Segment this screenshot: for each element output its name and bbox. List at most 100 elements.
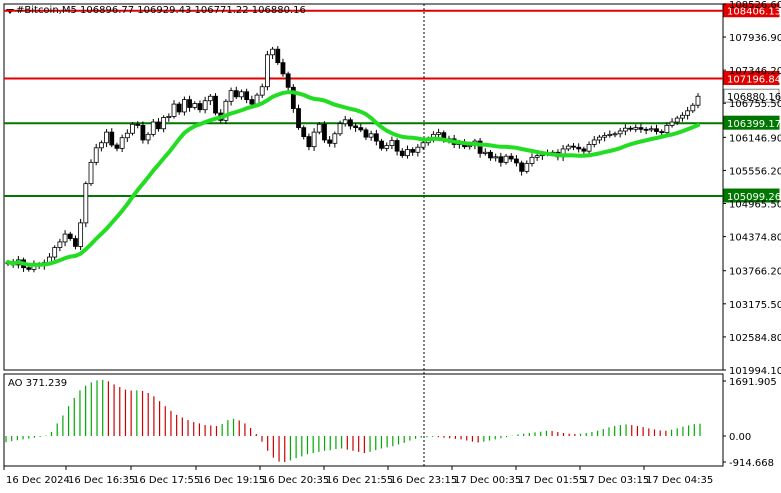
candle-body bbox=[482, 151, 488, 154]
moving-average-line bbox=[6, 90, 700, 267]
candle-body bbox=[394, 140, 400, 152]
y-tick-label: 108526.60 bbox=[729, 0, 781, 11]
y-tick-label: 103766.20 bbox=[729, 267, 781, 278]
candle-body bbox=[498, 156, 504, 163]
candle-body bbox=[119, 137, 125, 149]
y-tick-label: 104965.50 bbox=[729, 200, 781, 211]
candle-body bbox=[166, 116, 172, 118]
candle-body bbox=[78, 222, 84, 247]
candle-body bbox=[602, 135, 608, 138]
x-tick-label: 16 Dec 2024 bbox=[6, 475, 70, 486]
y-tick-label: 107346.20 bbox=[729, 66, 781, 77]
indicator-frame-border bbox=[3, 373, 724, 467]
candle-body bbox=[648, 128, 654, 131]
y-tick-label: 102584.80 bbox=[729, 333, 781, 344]
symbol-header: #Bitcoin,M5 106896.77 106929.43 106771.2… bbox=[16, 5, 306, 16]
candle-body bbox=[244, 91, 250, 101]
candle-body bbox=[280, 62, 286, 75]
candle-body bbox=[207, 95, 213, 102]
candle-body bbox=[368, 133, 374, 138]
candle-body bbox=[353, 125, 358, 129]
candle-body bbox=[26, 267, 32, 270]
price-axis: 108526.60 107936.90 107346.20 106755.50 1061… bbox=[723, 0, 781, 377]
y-tick-label: 104374.80 bbox=[729, 233, 781, 244]
candle-body bbox=[181, 99, 187, 113]
candle-body bbox=[363, 129, 369, 138]
candle-body bbox=[270, 48, 275, 56]
x-tick-label: 16 Dec 21:55 bbox=[326, 475, 393, 486]
candle-body bbox=[685, 110, 691, 116]
main-frame-border bbox=[3, 3, 724, 371]
candle-body bbox=[638, 127, 644, 130]
candle-body bbox=[622, 127, 628, 132]
candle-body bbox=[633, 127, 639, 130]
candle-body bbox=[680, 114, 685, 119]
moving-average-layer bbox=[6, 90, 700, 267]
y-tick-label: 106755.50 bbox=[729, 99, 781, 110]
candle-body bbox=[145, 133, 151, 141]
candle-body bbox=[187, 99, 192, 108]
candle-body bbox=[415, 146, 421, 153]
level-label-support: 105099.26 bbox=[727, 192, 781, 203]
candle-body bbox=[161, 117, 167, 130]
candle-body bbox=[410, 149, 416, 153]
candle-body bbox=[597, 136, 602, 141]
candle-body bbox=[114, 144, 120, 149]
candle-body bbox=[690, 104, 696, 112]
level-tag-resistance bbox=[723, 71, 780, 86]
ao-scale-label: -914.668 bbox=[729, 458, 774, 469]
candle-body bbox=[67, 233, 73, 239]
candle-body bbox=[176, 103, 182, 113]
level-label-resistance: 107196.84 bbox=[727, 75, 781, 86]
candle-body bbox=[98, 142, 104, 149]
candle-body bbox=[239, 91, 244, 98]
candle-body bbox=[399, 150, 405, 157]
candle-body bbox=[534, 155, 540, 158]
candle-body bbox=[88, 161, 94, 185]
candle-body bbox=[83, 183, 89, 224]
candle-body bbox=[135, 123, 141, 126]
candle-body bbox=[436, 132, 442, 135]
candle-body bbox=[249, 99, 255, 105]
candle-body bbox=[228, 90, 234, 102]
candle-body bbox=[290, 86, 296, 109]
candle-body bbox=[695, 95, 701, 106]
candle-body bbox=[327, 139, 333, 144]
candles-layer bbox=[5, 46, 701, 273]
level-label-resistance: 108406.13 bbox=[727, 7, 781, 18]
candle-body bbox=[358, 127, 364, 131]
candle-body bbox=[109, 131, 115, 146]
candle-body bbox=[93, 147, 99, 163]
candle-body bbox=[52, 247, 58, 258]
candle-body bbox=[264, 54, 270, 88]
ao-scale-label: 0.00 bbox=[729, 432, 751, 443]
candle-body bbox=[285, 73, 291, 88]
x-tick-label: 17 Dec 00:35 bbox=[454, 475, 521, 486]
candle-body bbox=[571, 145, 576, 148]
candle-body bbox=[332, 133, 338, 144]
candle-body bbox=[192, 103, 198, 108]
x-tick-label: 16 Dec 19:15 bbox=[198, 475, 265, 486]
candle-body bbox=[57, 241, 63, 248]
level-label-current: 106880.16 bbox=[727, 92, 781, 103]
x-tick-label: 16 Dec 20:35 bbox=[262, 475, 329, 486]
ao-histogram-layer: 1691.905 0.00 -914.668 bbox=[5, 377, 777, 469]
candle-body bbox=[477, 140, 483, 154]
main-chart-panel[interactable] bbox=[3, 3, 724, 466]
level-label-support: 106399.17 bbox=[727, 119, 781, 130]
level-tag-resistance bbox=[723, 3, 780, 18]
candle-body bbox=[104, 131, 109, 144]
candle-body bbox=[654, 128, 659, 132]
y-tick-label: 105556.20 bbox=[729, 166, 781, 177]
indicator-panel[interactable] bbox=[3, 373, 724, 467]
y-tick-label: 101994.10 bbox=[729, 366, 781, 377]
ao-scale-label: 1691.905 bbox=[729, 377, 777, 388]
candle-body bbox=[342, 119, 348, 125]
candle-body bbox=[379, 140, 384, 149]
y-tick-label: 107936.90 bbox=[729, 33, 781, 44]
candle-body bbox=[508, 155, 514, 160]
candle-body bbox=[337, 123, 343, 135]
